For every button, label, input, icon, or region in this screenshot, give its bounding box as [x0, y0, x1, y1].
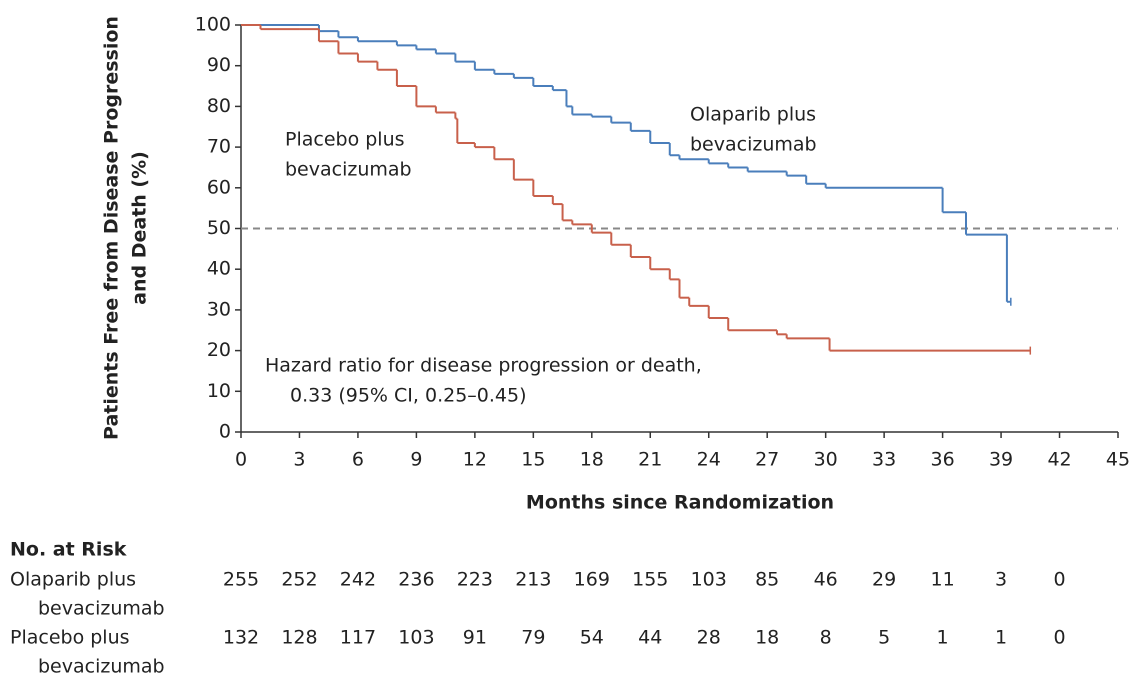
x-tick-label: 39 — [989, 449, 1013, 471]
y-tick-label: 30 — [207, 298, 231, 320]
y-tick-label: 60 — [207, 176, 231, 198]
y-tick-label: 10 — [207, 380, 231, 402]
y-tick-label: 80 — [207, 95, 231, 117]
risk-value: 117 — [340, 627, 376, 649]
risk-value: 8 — [820, 627, 832, 649]
series-label: bevacizumab — [690, 134, 817, 156]
risk-value: 132 — [223, 627, 259, 649]
risk-value: 5 — [878, 627, 890, 649]
risk-value: 242 — [340, 569, 376, 591]
y-tick-label: 70 — [207, 136, 231, 158]
risk-value: 103 — [691, 569, 727, 591]
risk-value: 85 — [755, 569, 779, 591]
y-tick-label: 0 — [219, 421, 231, 443]
risk-table-title: No. at Risk — [10, 539, 127, 561]
x-tick-label: 27 — [755, 449, 779, 471]
risk-value: 29 — [872, 569, 896, 591]
x-tick-label: 12 — [463, 449, 487, 471]
risk-value: 169 — [574, 569, 610, 591]
risk-value: 91 — [463, 627, 487, 649]
x-tick-label: 45 — [1106, 449, 1130, 471]
risk-value: 213 — [515, 569, 551, 591]
x-tick-label: 15 — [521, 449, 545, 471]
risk-value: 11 — [931, 569, 955, 591]
x-tick-label: 6 — [352, 449, 364, 471]
series-label: bevacizumab — [285, 159, 412, 181]
risk-value: 0 — [1053, 627, 1065, 649]
risk-row-label: Placebo plus — [10, 627, 130, 649]
risk-row-label: bevacizumab — [38, 598, 165, 620]
risk-value: 103 — [398, 627, 434, 649]
risk-row-label: bevacizumab — [38, 656, 165, 678]
risk-value: 255 — [223, 569, 259, 591]
risk-value: 128 — [281, 627, 317, 649]
risk-value: 28 — [697, 627, 721, 649]
x-axis-label: Months since Randomization — [526, 492, 834, 514]
y-tick-label: 50 — [207, 217, 231, 239]
series-label: Olaparib plus — [690, 104, 816, 126]
x-tick-label: 36 — [931, 449, 955, 471]
x-tick-label: 9 — [410, 449, 422, 471]
risk-value: 44 — [638, 627, 662, 649]
y-tick-label: 20 — [207, 339, 231, 361]
x-tick-label: 21 — [638, 449, 662, 471]
risk-value: 3 — [995, 569, 1007, 591]
risk-value: 155 — [632, 569, 668, 591]
y-tick-label: 90 — [207, 54, 231, 76]
risk-value: 1 — [995, 627, 1007, 649]
x-tick-label: 3 — [293, 449, 305, 471]
y-tick-label: 40 — [207, 258, 231, 280]
annotation: 0.33 (95% CI, 0.25–0.45) — [290, 385, 527, 407]
risk-value: 1 — [937, 627, 949, 649]
risk-row-label: Olaparib plus — [10, 569, 136, 591]
annotation: Hazard ratio for disease progression or … — [265, 355, 702, 377]
x-tick-label: 33 — [872, 449, 896, 471]
x-tick-label: 18 — [580, 449, 604, 471]
x-tick-label: 42 — [1047, 449, 1071, 471]
series-label: Placebo plus — [285, 129, 405, 151]
y-tick-label: 100 — [195, 14, 231, 36]
y-axis-label: Patients Free from Disease Progression — [101, 16, 123, 440]
risk-value: 236 — [398, 569, 434, 591]
risk-value: 252 — [281, 569, 317, 591]
x-tick-label: 30 — [814, 449, 838, 471]
risk-value: 223 — [457, 569, 493, 591]
risk-value: 54 — [580, 627, 604, 649]
y-axis-label: and Death (%) — [129, 151, 151, 305]
x-tick-label: 0 — [235, 449, 247, 471]
risk-value: 0 — [1053, 569, 1065, 591]
risk-value: 18 — [755, 627, 779, 649]
risk-value: 79 — [521, 627, 545, 649]
x-tick-label: 24 — [697, 449, 721, 471]
risk-value: 46 — [814, 569, 838, 591]
